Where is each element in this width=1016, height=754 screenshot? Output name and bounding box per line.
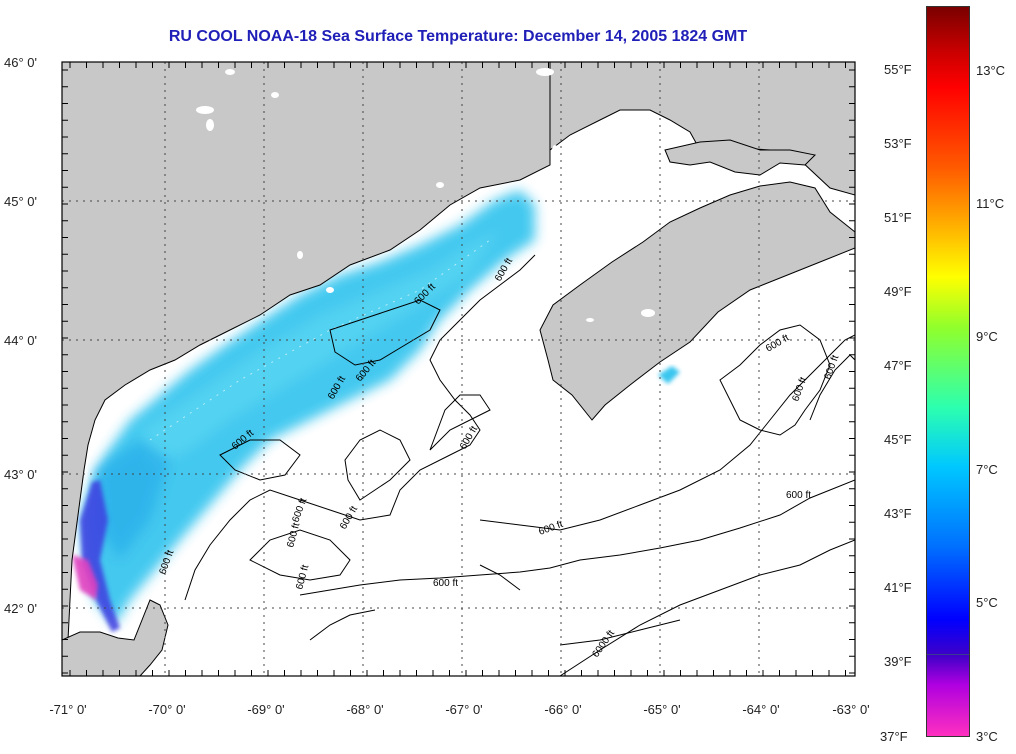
colorbar-c-label: 3°C — [976, 729, 998, 744]
map-frame — [61, 61, 856, 677]
colorbar-f-label: 47°F — [884, 358, 912, 373]
lon-label: -63° 0' — [832, 702, 869, 717]
lon-label: -65° 0' — [643, 702, 680, 717]
colorbar-c-label: 11°C — [976, 196, 1005, 211]
lon-label: -66° 0' — [544, 702, 581, 717]
colorbar-break — [927, 654, 969, 656]
longitude-axis: -71° 0' -70° 0' -69° 0' -68° 0' -67° 0' … — [49, 702, 869, 717]
colorbar-f-label: 43°F — [884, 506, 912, 521]
colorbar-c-label: 9°C — [976, 329, 998, 344]
lon-label: -68° 0' — [346, 702, 383, 717]
colorbar-c-label: 13°C — [976, 63, 1006, 78]
lat-label: 43° 0' — [4, 467, 37, 482]
cape-cod — [62, 599, 169, 676]
colorbar-f-label: 49°F — [884, 284, 912, 299]
colorbar-f-label: 45°F — [884, 432, 912, 447]
map-title: RU COOL NOAA-18 Sea Surface Temperature:… — [168, 28, 748, 45]
colorbar-f-label: 55°F — [884, 62, 912, 77]
colorbar-c-label: 5°C — [976, 595, 998, 610]
colorbar-f-label: 39°F — [884, 654, 912, 669]
lon-label: -69° 0' — [247, 702, 284, 717]
colorbar-f-label: 37°F — [880, 729, 908, 744]
contour-label: 600 ft — [786, 490, 811, 501]
colorbar-f-label: 41°F — [884, 580, 912, 595]
nova-scotia — [539, 181, 855, 421]
inland-lakes — [196, 68, 655, 322]
colorbar-f-label: 51°F — [884, 210, 912, 225]
prince-edward-island — [664, 139, 817, 176]
colorbar-c-label: 7°C — [976, 462, 998, 477]
bathymetry-contours — [184, 254, 855, 676]
land — [62, 62, 855, 676]
lon-label: -71° 0' — [49, 702, 86, 717]
contour-label: 600 ft — [433, 578, 458, 589]
lon-label: -70° 0' — [148, 702, 185, 717]
lat-label: 44° 0' — [4, 333, 37, 348]
lon-label: -64° 0' — [742, 702, 779, 717]
temperature-colorbar — [926, 6, 970, 737]
colorbar-f-label: 53°F — [884, 136, 912, 151]
lat-label: 45° 0' — [4, 194, 37, 209]
latitude-axis: 46° 0' 45° 0' 44° 0' 43° 0' 42° 0' — [4, 55, 37, 616]
maine-new-brunswick — [62, 62, 551, 676]
tick-marks — [62, 62, 855, 676]
graticule — [62, 62, 855, 676]
lon-label: -67° 0' — [445, 702, 482, 717]
pei-cape-breton-region — [549, 62, 855, 196]
lat-label: 46° 0' — [4, 55, 37, 70]
lat-label: 42° 0' — [4, 601, 37, 616]
